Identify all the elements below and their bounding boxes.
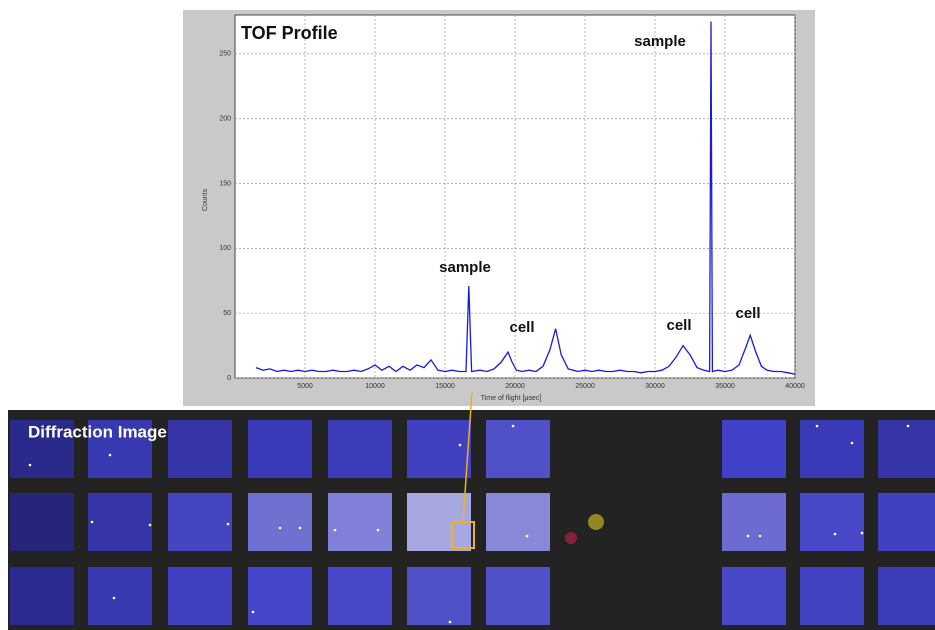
diffraction-spot: [747, 535, 750, 538]
detector-panel: [486, 567, 550, 625]
detector-panel: [248, 493, 312, 551]
detector-panel: [800, 493, 864, 551]
diffraction-spot: [449, 621, 452, 624]
detector-panel: [722, 493, 786, 551]
detector-panel: [168, 420, 232, 478]
y-tick-label: 200: [219, 116, 231, 123]
y-tick-label: 0: [227, 375, 231, 382]
diffraction-spot: [834, 533, 837, 536]
y-axis-label: Counts: [202, 188, 209, 211]
peak-annotation: cell: [509, 319, 534, 336]
detector-panel: [248, 420, 312, 478]
diffraction-spot: [861, 532, 864, 535]
detector-panel: [10, 493, 74, 551]
diffraction-spot: [526, 535, 529, 538]
beam-spot: [588, 514, 604, 530]
x-tick-label: 40000: [785, 383, 805, 390]
x-axis-label: Time of flight [μsec]: [481, 395, 542, 402]
detector-panel: [407, 567, 471, 625]
detector-panel: [800, 567, 864, 625]
diffraction-spot: [279, 527, 282, 530]
detector-panel: [328, 567, 392, 625]
diffraction-spot: [113, 597, 116, 600]
detector-panel: [486, 420, 550, 478]
detector-panel: [407, 420, 471, 478]
x-tick-label: 35000: [715, 383, 735, 390]
detector-panel: [88, 493, 152, 551]
peak-annotation: sample: [439, 259, 491, 276]
x-tick-label: 10000: [365, 383, 385, 390]
detector-panel: [328, 420, 392, 478]
detector-panel: [168, 567, 232, 625]
detector-panel: [10, 567, 74, 625]
detector-panel: [328, 493, 392, 551]
diffraction-spot: [91, 521, 94, 524]
peak-annotation: cell: [666, 317, 691, 334]
detector-panel: [800, 420, 864, 478]
diffraction-spot: [299, 527, 302, 530]
image-title: Diffraction Image: [28, 422, 167, 441]
chart-title: TOF Profile: [241, 23, 338, 43]
detector-panel: [486, 493, 550, 551]
detector-panel: [88, 567, 152, 625]
diffraction-spot: [459, 444, 462, 447]
peak-annotation: cell: [735, 305, 760, 322]
y-tick-label: 250: [219, 51, 231, 58]
y-tick-label: 150: [219, 180, 231, 187]
diffraction-spot: [759, 535, 762, 538]
peak-annotation: sample: [634, 33, 686, 50]
diffraction-spot: [907, 425, 910, 428]
x-tick-label: 30000: [645, 383, 665, 390]
x-tick-label: 20000: [505, 383, 525, 390]
detector-panel: [878, 493, 935, 551]
diffraction-spot: [377, 529, 380, 532]
diffraction-spot: [227, 523, 230, 526]
diffraction-spot: [29, 464, 32, 467]
diffraction-spot: [816, 425, 819, 428]
detector-panel: [248, 567, 312, 625]
diffraction-spot: [334, 529, 337, 532]
beam-spot: [565, 532, 577, 544]
diffraction-spot: [109, 454, 112, 457]
x-tick-label: 25000: [575, 383, 595, 390]
figure: TOF Profile Time of flight [μsec] Counts…: [0, 0, 935, 630]
detector-panel: [722, 567, 786, 625]
y-tick-label: 50: [223, 310, 231, 317]
y-tick-label: 100: [219, 245, 231, 252]
x-tick-label: 15000: [435, 383, 455, 390]
x-tick-label: 5000: [297, 383, 313, 390]
diffraction-spot: [512, 425, 515, 428]
diffraction-spot: [149, 524, 152, 527]
detector-panel: [168, 493, 232, 551]
detector-panel: [878, 567, 935, 625]
diffraction-spot: [252, 611, 255, 614]
detector-panel: [722, 420, 786, 478]
detector-panel: [878, 420, 935, 478]
diffraction-spot: [851, 442, 854, 445]
